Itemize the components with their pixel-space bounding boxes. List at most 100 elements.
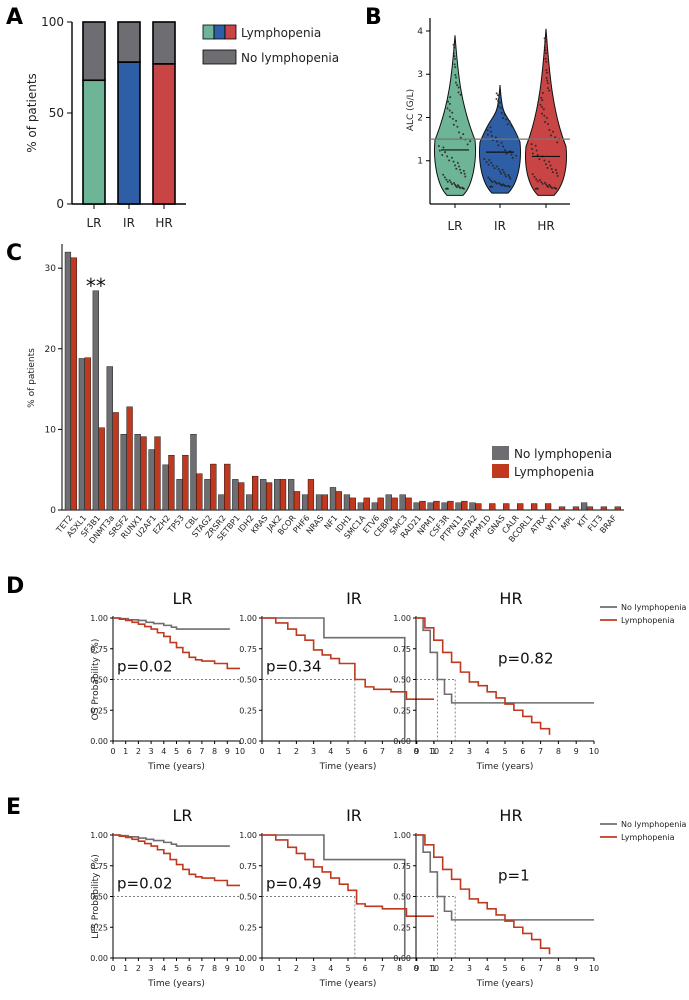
x-tick-label: 10 xyxy=(589,964,599,973)
data-point xyxy=(445,187,448,190)
data-point xyxy=(506,123,509,126)
bar-no-lymphopenia-HR xyxy=(152,21,176,65)
km-curve-no-lymphopenia xyxy=(416,834,594,921)
x-tick-label: 0 xyxy=(110,964,115,973)
data-point xyxy=(545,116,548,119)
x-tick-label: 7 xyxy=(538,747,543,756)
data-point xyxy=(446,180,449,183)
bar-lymphopenia xyxy=(168,454,175,511)
data-point xyxy=(449,96,452,99)
y-tick-label: 1.00 xyxy=(90,614,108,623)
bar-no-lymphopenia xyxy=(357,502,365,511)
bar-lymphopenia xyxy=(377,497,384,511)
panel-label-d: D xyxy=(6,574,24,599)
data-point xyxy=(503,149,506,152)
bar-no-lymphopenia xyxy=(120,434,127,511)
km-curve-no-lymphopenia xyxy=(113,617,230,630)
bar-lymphopenia xyxy=(391,497,398,511)
x-tick-label: 0 xyxy=(259,747,264,756)
bar-lymphopenia xyxy=(265,482,273,511)
km-curve-no-lymphopenia xyxy=(262,834,406,956)
x-tick-label: 3 xyxy=(467,747,472,756)
data-point xyxy=(510,124,513,127)
data-point xyxy=(503,113,506,116)
data-point xyxy=(462,133,465,136)
violin-HR xyxy=(525,28,567,196)
data-point xyxy=(548,160,551,163)
data-point xyxy=(495,92,498,95)
data-point xyxy=(487,163,490,166)
x-tick-label: 9 xyxy=(225,964,230,973)
bar-no-lymphopenia xyxy=(315,494,323,511)
km-curve-lymphopenia xyxy=(262,617,434,700)
data-point xyxy=(449,181,452,184)
bar-lymphopenia xyxy=(349,497,356,511)
bar-lymphopenia xyxy=(461,500,468,511)
data-point xyxy=(543,46,546,49)
y-tick-label: 0.75 xyxy=(90,862,108,871)
data-point xyxy=(531,147,534,150)
x-axis-title: Time (years) xyxy=(319,979,377,989)
p-value: p=0.82 xyxy=(498,650,554,668)
y-tick-label: 1.00 xyxy=(239,614,257,623)
data-point xyxy=(504,175,507,178)
data-point xyxy=(452,52,455,55)
data-point xyxy=(444,151,447,154)
data-point xyxy=(496,140,499,143)
x-tick-label: 5 xyxy=(345,964,350,973)
x-tick-label: 5 xyxy=(174,964,179,973)
data-point xyxy=(454,57,456,60)
data-point xyxy=(442,146,445,149)
y-tick-label: 0.00 xyxy=(239,737,257,746)
data-point xyxy=(505,152,508,155)
y-tick-label: 0.00 xyxy=(393,954,411,963)
subplot-title: LR xyxy=(172,589,192,608)
data-point xyxy=(459,168,462,171)
legend-swatch-no-lymph xyxy=(202,49,237,65)
x-tick-label: 2 xyxy=(294,964,299,973)
y-tick-label: 0.25 xyxy=(239,923,257,932)
data-point xyxy=(493,167,496,170)
data-point xyxy=(456,125,459,128)
panel-b-violin: 1 2 3 4 ALC (G/L) LR IR HR xyxy=(406,18,570,233)
legend-swatch-lymph-lr xyxy=(202,24,215,40)
data-point xyxy=(454,164,456,167)
x-tick-label: LR xyxy=(86,216,101,230)
subplot-title: LR xyxy=(172,806,192,825)
data-point xyxy=(466,143,469,146)
legend-label: No lymphopenia xyxy=(514,447,612,461)
bar-no-lymphopenia xyxy=(204,479,211,511)
bar-lymphopenia xyxy=(126,406,133,511)
bar-lymphopenia xyxy=(405,497,412,511)
y-tick-label: 0.25 xyxy=(393,706,411,715)
data-point xyxy=(545,52,547,55)
data-point xyxy=(545,60,548,63)
subplot-title: HR xyxy=(499,589,522,608)
bar-no-lymphopenia xyxy=(580,502,588,511)
bar-lymphopenia-IR xyxy=(117,61,141,205)
data-point xyxy=(456,161,459,164)
y-tick-label: 0.00 xyxy=(393,737,411,746)
x-tick-label: 4 xyxy=(161,964,166,973)
bar-lymphopenia xyxy=(489,503,496,511)
y-tick-label: 0.75 xyxy=(393,645,411,654)
bar-no-lymphopenia xyxy=(134,434,141,511)
y-tick-label: 0.50 xyxy=(393,893,411,902)
bar-lymphopenia xyxy=(293,491,301,511)
x-tick-label: MPL xyxy=(559,513,577,532)
data-point xyxy=(554,169,557,172)
km-curve-no-lymphopenia xyxy=(113,834,230,847)
data-point xyxy=(540,112,543,115)
bar-no-lymphopenia xyxy=(288,479,295,511)
data-point xyxy=(497,99,500,102)
x-tick-label: BRAF xyxy=(598,513,619,535)
data-point xyxy=(464,175,467,178)
data-point xyxy=(487,176,490,179)
x-axis-title: Time (years) xyxy=(476,979,534,989)
data-point xyxy=(441,153,444,156)
data-point xyxy=(448,109,451,112)
data-point xyxy=(454,66,457,69)
panel-label-e: E xyxy=(6,795,21,820)
data-point xyxy=(502,171,505,174)
